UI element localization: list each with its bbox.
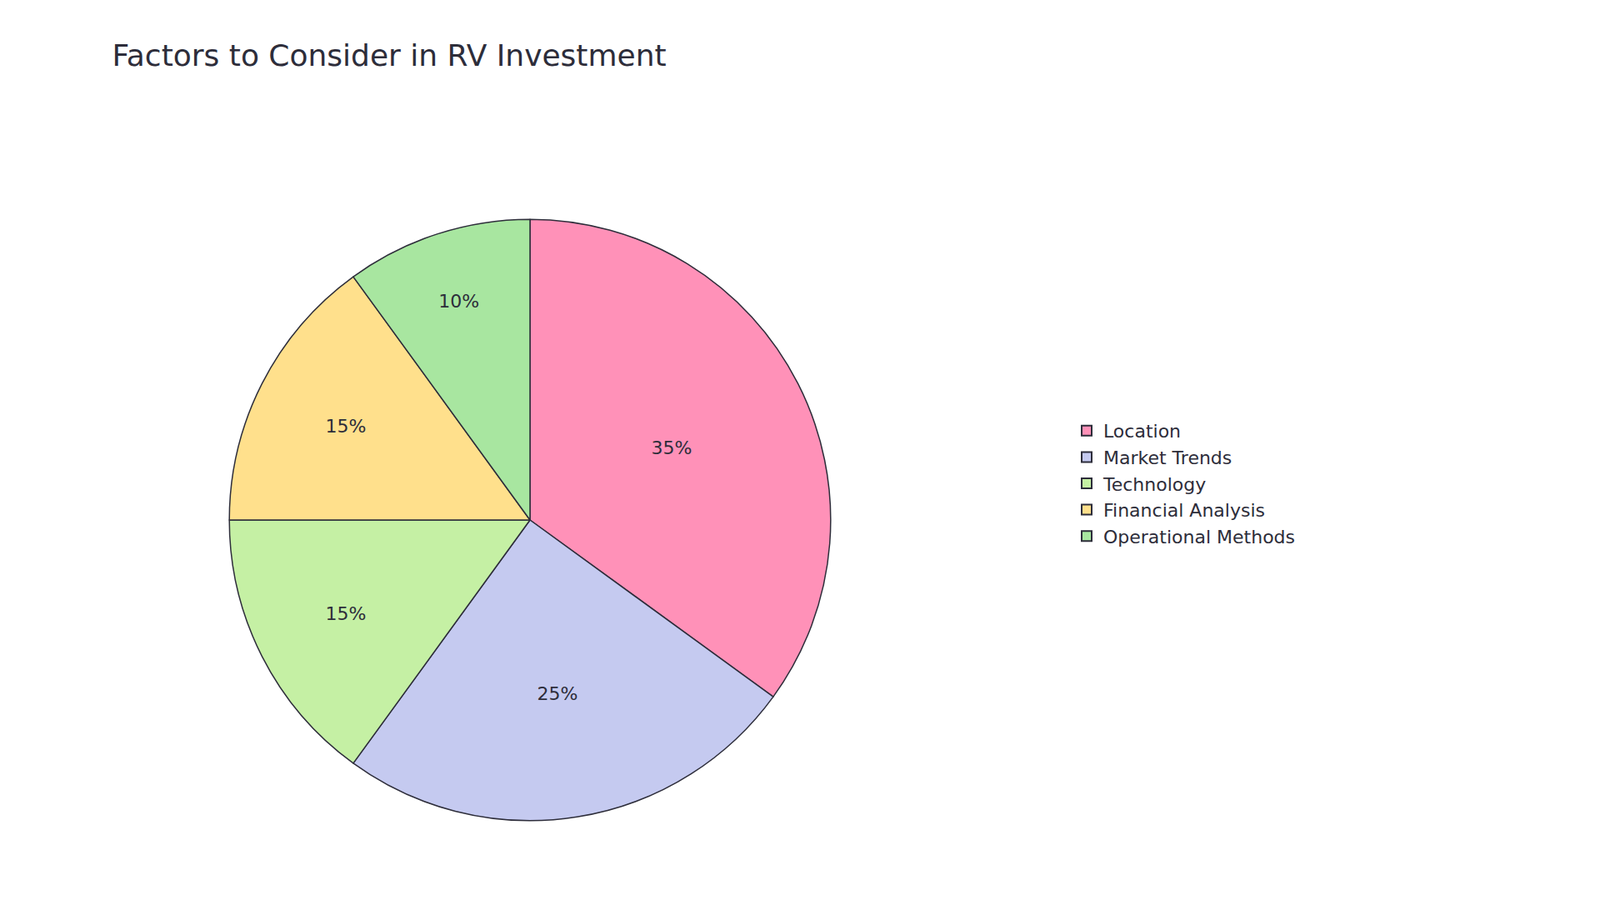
svg-text:15%: 15% bbox=[325, 415, 366, 437]
svg-text:Market Trends: Market Trends bbox=[1103, 447, 1232, 469]
svg-text:Operational Methods: Operational Methods bbox=[1103, 526, 1295, 548]
svg-text:Technology: Technology bbox=[1102, 474, 1206, 495]
svg-text:15%: 15% bbox=[325, 603, 366, 625]
svg-text:Factors to Consider in RV Inve: Factors to Consider in RV Investment bbox=[111, 38, 666, 73]
svg-text:25%: 25% bbox=[537, 683, 579, 705]
svg-text:10%: 10% bbox=[438, 290, 480, 312]
svg-text:35%: 35% bbox=[651, 437, 693, 459]
svg-text:Financial Analysis: Financial Analysis bbox=[1103, 500, 1265, 521]
svg-text:Location: Location bbox=[1103, 420, 1181, 442]
